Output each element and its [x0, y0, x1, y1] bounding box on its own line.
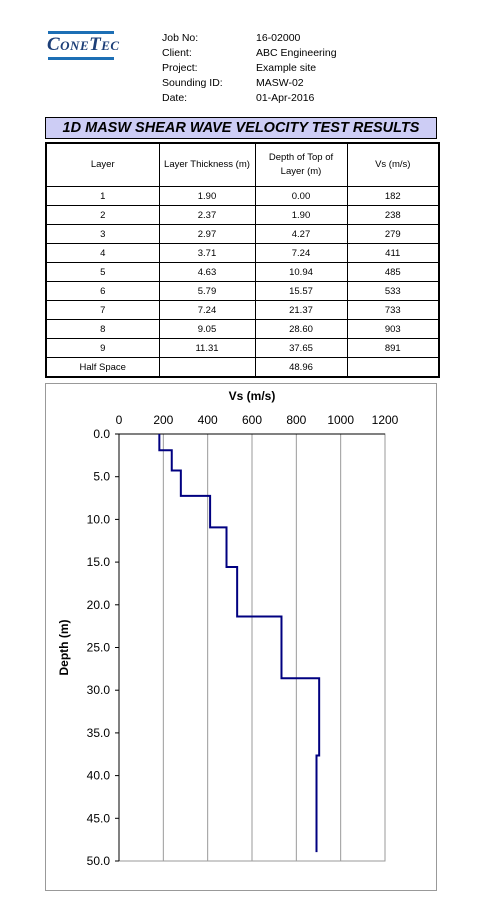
y-tick-label: 0.0 — [93, 427, 110, 441]
logo-bar — [48, 57, 114, 60]
table-row: 9 11.31 37.65 891 — [45, 338, 440, 358]
field-label: Job No: — [162, 32, 199, 44]
y-tick-label: 5.0 — [93, 470, 110, 484]
x-tick-label: 200 — [153, 413, 173, 427]
x-axis-title: Vs (m/s) — [229, 389, 276, 403]
velocity-profile — [158, 434, 321, 853]
field-label: Date: — [162, 92, 188, 104]
logo: ConeTec — [47, 34, 120, 55]
y-tick-label: 10.0 — [87, 512, 111, 526]
x-tick-label: 1000 — [327, 413, 354, 427]
x-tick-label: 400 — [198, 413, 218, 427]
table-cell: 891 — [346, 338, 440, 358]
chart-frame — [45, 383, 437, 891]
logo-bar — [48, 31, 114, 34]
x-tick-label: 0 — [116, 413, 123, 427]
field-value: 16-02000 — [256, 32, 301, 44]
table-body: 1 1.90 0.00 182 2 2.37 1.90 238 3 2.97 4.27 279 4 3.7… — [45, 186, 440, 378]
y-tick-label: 45.0 — [87, 811, 111, 825]
field-value: ABC Engineering — [256, 47, 337, 59]
y-tick-label: 20.0 — [87, 598, 111, 612]
column-header: Depth of Top of Layer (m) — [254, 142, 348, 187]
y-tick-label: 35.0 — [87, 726, 111, 740]
field-label: Project: — [162, 62, 198, 74]
x-tick-label: 600 — [242, 413, 262, 427]
y-tick-label: 15.0 — [87, 555, 111, 569]
table-cell: 37.65 — [254, 338, 348, 358]
y-tick-label: 30.0 — [87, 683, 111, 697]
field-value: Example site — [256, 62, 317, 74]
y-tick-label: 25.0 — [87, 641, 111, 655]
results-table: Layer Layer Thickness (m) Depth of Top of … — [45, 142, 440, 378]
x-tick-label: 1200 — [372, 413, 399, 427]
table-row: Half Space 48.96 — [45, 357, 440, 378]
table-cell — [346, 357, 440, 378]
report-title: 1D MASW SHEAR WAVE VELOCITY TEST RESULTS — [45, 117, 437, 139]
field-value: MASW-02 — [256, 77, 304, 89]
table-row: 5 4.63 10.94 485 — [45, 262, 440, 282]
field-label: Client: — [162, 47, 192, 59]
table-row: 8 9.05 28.60 903 — [45, 319, 440, 339]
column-header: Layer — [45, 142, 160, 187]
table-row: 6 5.79 15.57 533 — [45, 281, 440, 301]
y-axis-title: Depth (m) — [57, 620, 71, 676]
field-value: 01-Apr-2016 — [256, 92, 315, 104]
y-tick-label: 50.0 — [87, 854, 111, 868]
column-header: Vs (m/s) — [346, 142, 440, 187]
y-tick-label: 40.0 — [87, 769, 111, 783]
field-label: Sounding ID: — [162, 77, 223, 89]
x-tick-label: 800 — [286, 413, 306, 427]
table-row: 3 2.97 4.27 279 — [45, 224, 440, 244]
header-row: Layer Layer Thickness (m) Depth of Top of … — [45, 142, 440, 187]
